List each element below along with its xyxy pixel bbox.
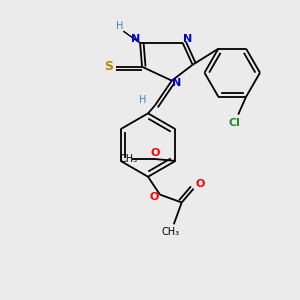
Text: O: O xyxy=(151,148,160,158)
Text: Cl: Cl xyxy=(228,118,240,128)
Text: H: H xyxy=(116,21,123,31)
Text: H: H xyxy=(140,95,147,106)
Text: N: N xyxy=(172,78,182,88)
Text: O: O xyxy=(196,179,205,189)
Text: CH₃: CH₃ xyxy=(120,154,138,164)
Text: N: N xyxy=(183,34,192,44)
Text: CH₃: CH₃ xyxy=(162,227,180,237)
Text: O: O xyxy=(149,192,159,202)
Text: S: S xyxy=(104,60,113,73)
Text: N: N xyxy=(130,34,140,44)
